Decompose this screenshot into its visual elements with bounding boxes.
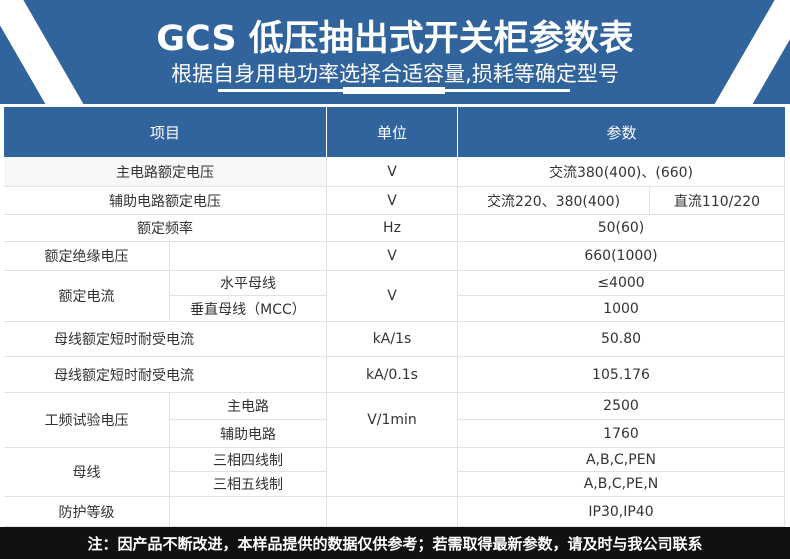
cell-sub: 主电路 [170,393,327,420]
cell-param: ≤4000 [458,271,785,296]
cell-unit: V/1min [327,393,458,448]
cell-item: 防护等级 [4,497,170,527]
divider-accent [343,87,445,94]
cell-item: 辅助电路额定电压 [4,187,327,215]
cell-sub: 三相五线制 [170,472,327,497]
header-param: 参数 [458,107,785,157]
cell-param: 1760 [458,420,785,448]
cell-unit: Hz [327,215,458,242]
cell-unit: V [327,242,458,271]
cell-param-ac: 交流220、380(400) [458,187,650,215]
cell-param: 50(60) [458,215,785,242]
cell-item: 额定绝缘电压 [4,242,170,271]
cell-unit: kA/1s [327,322,458,357]
cell-unit: kA/0.1s [327,357,458,393]
cell-param: 660(1000) [458,242,785,271]
cell-param-dc: 直流110/220 [650,187,785,215]
cell-item: 母线额定短时耐受电流 [4,357,327,393]
cell-item: 主电路额定电压 [4,157,327,187]
cell-empty [170,497,327,527]
cell-unit-empty [327,497,458,527]
cell-sub: 辅助电路 [170,420,327,448]
cell-param: A,B,C,PE,N [458,472,785,497]
cell-empty [170,242,327,271]
cell-sub: 垂直母线（MCC） [170,296,327,322]
footer-note: 注：因产品不断改进，本样品提供的数据仅供参考；若需取得最新参数，请及时与我公司联… [0,527,790,559]
cell-sub: 三相四线制 [170,448,327,472]
cell-param: 1000 [458,296,785,322]
cell-param: 2500 [458,393,785,420]
cell-unit: V [327,187,458,215]
cell-param: IP30,IP40 [458,497,785,527]
page-subtitle: 根据自身用电功率选择合适容量,损耗等确定型号 [171,62,619,86]
cell-item: 母线 [4,448,170,497]
header-unit: 单位 [327,107,458,157]
cell-unit: V [327,271,458,322]
cell-param: A,B,C,PEN [458,448,785,472]
cell-item: 额定电流 [4,271,170,322]
cell-sub: 水平母线 [170,271,327,296]
cell-item: 额定频率 [4,215,327,242]
cell-param: 交流380(400)、(660) [458,157,785,187]
cell-param: 105.176 [458,357,785,393]
cell-unit: V [327,157,458,187]
header-banner: GCS 低压抽出式开关柜参数表 根据自身用电功率选择合适容量,损耗等确定型号 [0,0,790,104]
cell-unit-empty [327,448,458,497]
cell-item: 工频试验电压 [4,393,170,448]
cell-param: 50.80 [458,322,785,357]
header-item: 项目 [4,107,327,157]
cell-item: 母线额定短时耐受电流 [4,322,327,357]
page-title: GCS 低压抽出式开关柜参数表 [156,19,634,59]
